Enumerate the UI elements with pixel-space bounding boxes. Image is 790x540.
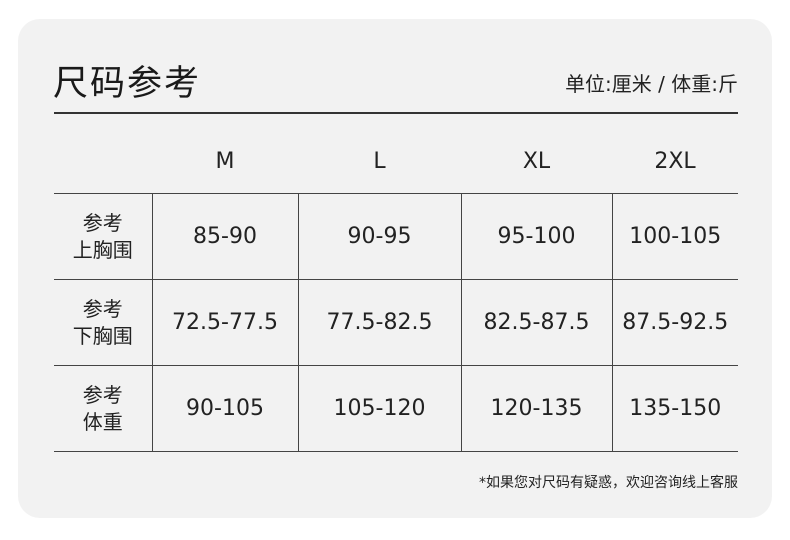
header-cell: XL — [522, 149, 551, 174]
table-cell: 105-120 — [297, 365, 461, 452]
table-cell: 90-105 — [151, 365, 298, 452]
table-cell: 90-95 — [297, 193, 461, 280]
table-cell: 95-100 — [460, 193, 612, 280]
header-cell: L — [373, 149, 386, 174]
header-row: M L XL 2XL — [54, 130, 738, 194]
table-cell: 72.5-77.5 — [151, 279, 298, 366]
size-table: M L XL 2XL 参考 上胸围 85-90 90-95 95-100 100-… — [54, 130, 738, 452]
header-cell — [54, 130, 152, 194]
row-label: 参考 下胸围 — [72, 296, 133, 348]
table-cell: 82.5-87.5 — [460, 279, 612, 366]
table-row: 参考 体重 90-105 105-120 120-135 135-150 — [54, 365, 738, 452]
table-cell: 77.5-82.5 — [297, 279, 461, 366]
header-cell: 2XL — [654, 149, 696, 174]
title-divider — [54, 112, 738, 114]
table-cell: 100-105 — [611, 193, 738, 280]
row-label: 参考 体重 — [82, 382, 123, 434]
table-row: 参考 上胸围 85-90 90-95 95-100 100-105 — [54, 193, 738, 280]
footer-note: *如果您对尺码有疑惑，欢迎咨询线上客服 — [479, 475, 738, 491]
table-cell: 135-150 — [611, 365, 738, 452]
table-cell: 85-90 — [151, 193, 298, 280]
header-cell: M — [215, 149, 235, 174]
unit-note: 单位:厘米 / 体重:斤 — [565, 72, 738, 96]
table-cell: 87.5-92.5 — [611, 279, 738, 366]
row-label: 参考 上胸围 — [72, 210, 133, 262]
page-title: 尺码参考 — [53, 64, 202, 104]
table-row: 参考 下胸围 72.5-77.5 77.5-82.5 82.5-87.5 87.5… — [54, 279, 738, 366]
table-cell: 120-135 — [460, 365, 612, 452]
